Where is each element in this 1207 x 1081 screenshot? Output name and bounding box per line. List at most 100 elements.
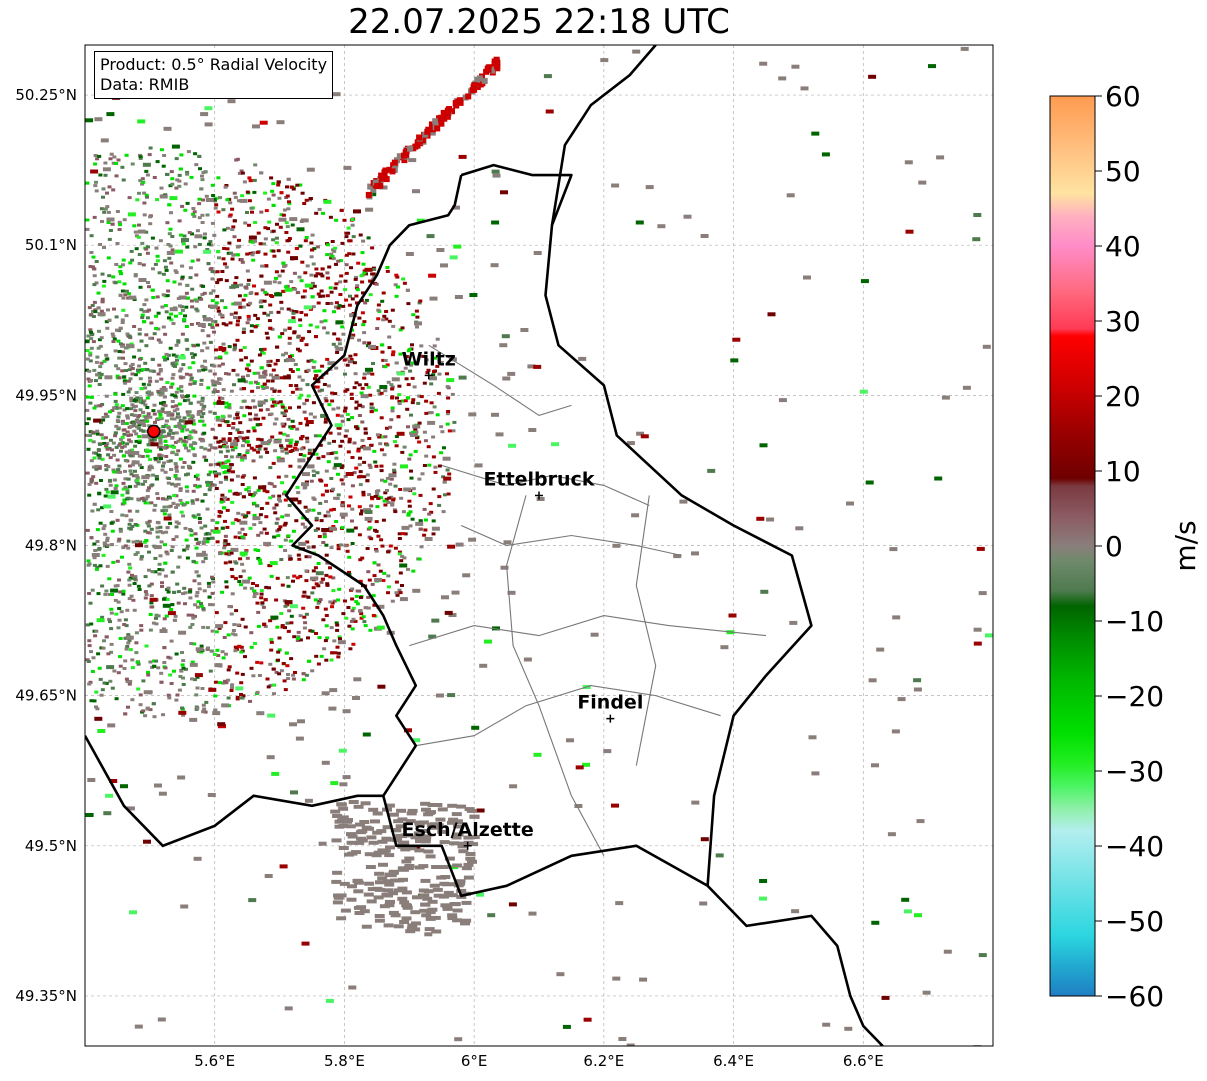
- echo-cell: [123, 485, 128, 489]
- echo-cell: [132, 421, 137, 425]
- echo-cell: [268, 564, 273, 568]
- echo-cell: [358, 475, 363, 479]
- echo-cell: [151, 409, 156, 413]
- echo-cell: [313, 377, 317, 381]
- echo-cell: [339, 466, 344, 470]
- echo-cell: [277, 274, 282, 278]
- echo-cell: [407, 145, 414, 152]
- echo-cell: [103, 436, 108, 440]
- echo-cell: [170, 436, 175, 440]
- echo-cell: [89, 699, 94, 703]
- echo-cell: [409, 432, 418, 437]
- echo-cell: [383, 359, 388, 362]
- echo-cell: [89, 333, 94, 337]
- echo-cell: [982, 344, 991, 349]
- echo-cell: [88, 328, 93, 332]
- echo-cell: [291, 529, 296, 533]
- echo-cell: [386, 550, 391, 554]
- echo-cell: [212, 711, 221, 716]
- echo-cell: [185, 544, 190, 548]
- echo-cell: [102, 544, 107, 548]
- echo-cell: [388, 812, 399, 817]
- echo-cell: [406, 846, 417, 851]
- echo-cell: [233, 649, 238, 653]
- echo-cell: [393, 283, 398, 287]
- echo-cell: [267, 364, 272, 368]
- echo-cell: [391, 377, 400, 382]
- echo-cell: [222, 496, 227, 500]
- echo-cell: [159, 194, 168, 199]
- echo-cell: [124, 314, 129, 318]
- echo-cell: [209, 649, 214, 653]
- echo-cell: [189, 352, 194, 356]
- echo-cell: [103, 532, 108, 536]
- echo-cell: [125, 645, 130, 648]
- colorbar-tick-label: −30: [1105, 755, 1164, 788]
- echo-cell: [376, 389, 381, 393]
- echo-cell: [239, 169, 244, 173]
- echo-cell: [123, 381, 128, 385]
- echo-cell: [730, 358, 739, 363]
- echo-cell: [220, 314, 225, 318]
- echo-cell: [200, 419, 205, 423]
- echo-cell: [315, 605, 320, 609]
- echo-cell: [132, 224, 137, 228]
- echo-cell: [134, 631, 139, 635]
- echo-cell: [197, 484, 202, 488]
- echo-cell: [156, 372, 161, 376]
- echo-cell: [266, 227, 271, 231]
- echo-cell: [105, 490, 110, 494]
- echo-cell: [321, 294, 326, 298]
- echo-cell: [422, 464, 427, 467]
- echo-cell: [167, 513, 172, 517]
- echo-cell: [169, 385, 174, 389]
- echo-cell: [390, 385, 395, 389]
- echo-cell: [445, 372, 449, 376]
- echo-cell: [484, 639, 492, 644]
- echo-cell: [156, 460, 161, 464]
- echo-cell: [155, 492, 160, 496]
- echo-cell: [363, 301, 368, 305]
- echo-cell: [94, 404, 98, 408]
- echo-cell: [125, 442, 130, 446]
- echo-cell: [402, 149, 409, 156]
- echo-cell: [279, 307, 284, 311]
- echo-cell: [374, 549, 379, 553]
- echo-cell: [203, 553, 208, 557]
- echo-cell: [91, 465, 96, 469]
- echo-cell: [226, 668, 231, 672]
- echo-cell: [118, 442, 123, 446]
- echo-cell: [173, 269, 178, 273]
- echo-cell: [340, 241, 345, 245]
- echo-cell: [269, 648, 274, 652]
- echo-cell: [313, 566, 318, 570]
- echo-cell: [195, 229, 200, 233]
- echo-cell: [115, 518, 120, 522]
- echo-cell: [213, 436, 218, 440]
- echo-cell: [172, 361, 177, 365]
- echo-cell: [102, 167, 111, 172]
- echo-cell: [243, 456, 247, 460]
- echo-cell: [108, 438, 113, 442]
- echo-cell: [163, 561, 168, 565]
- echo-cell: [176, 340, 181, 344]
- echo-cell: [358, 403, 363, 407]
- echo-cell: [325, 276, 330, 280]
- echo-cell: [425, 371, 430, 374]
- echo-cell: [243, 221, 248, 225]
- echo-cell: [174, 494, 179, 498]
- echo-cell: [415, 839, 425, 844]
- echo-cell: [161, 272, 166, 276]
- echo-cell: [121, 589, 126, 593]
- echo-cell: [173, 475, 178, 478]
- echo-cell: [229, 455, 234, 459]
- echo-cell: [317, 535, 322, 538]
- echo-cell: [105, 442, 110, 446]
- echo-cell: [151, 621, 156, 625]
- echo-cell: [247, 489, 251, 493]
- echo-cell: [87, 682, 92, 686]
- echo-cell: [308, 197, 313, 200]
- echo-cell: [115, 374, 120, 378]
- echo-cell: [128, 527, 133, 531]
